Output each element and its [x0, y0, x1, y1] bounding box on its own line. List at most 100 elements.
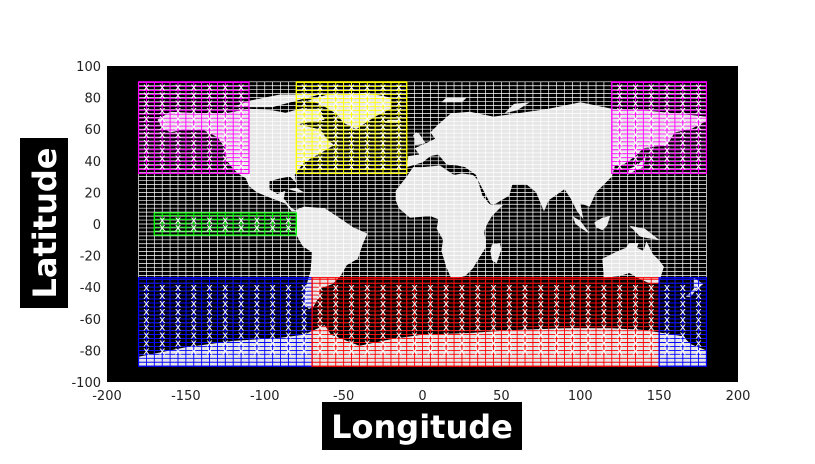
grid-marker: x	[459, 297, 466, 310]
grid-marker: x	[206, 221, 213, 234]
grid-marker: x	[459, 321, 466, 334]
grid-marker: x	[301, 329, 308, 342]
grid-marker: x	[411, 297, 418, 310]
grid-marker: x	[632, 96, 639, 109]
grid-marker: x	[585, 344, 592, 357]
grid-marker: x	[317, 81, 324, 94]
grid-marker: x	[317, 321, 324, 334]
grid-marker: x	[695, 104, 702, 117]
grid-marker: x	[143, 160, 150, 173]
grid-marker: x	[206, 120, 213, 133]
grid-marker: x	[206, 321, 213, 334]
grid-marker: x	[364, 337, 371, 350]
grid-marker: x	[538, 289, 545, 302]
grid-marker: x	[585, 297, 592, 310]
grid-marker: x	[553, 337, 560, 350]
grid-marker: x	[332, 128, 339, 141]
grid-marker: x	[222, 104, 229, 117]
grid-marker: x	[317, 344, 324, 357]
grid-marker: x	[238, 321, 245, 334]
grid-marker: x	[206, 81, 213, 94]
grid-marker: x	[143, 289, 150, 302]
grid-marker: x	[159, 128, 166, 141]
grid-marker: x	[191, 136, 198, 149]
grid-marker: x	[238, 289, 245, 302]
region-border	[295, 81, 408, 175]
grid-marker: x	[238, 81, 245, 94]
grid-marker: x	[317, 289, 324, 302]
grid-marker: x	[206, 297, 213, 310]
grid-marker: x	[301, 128, 308, 141]
grid-marker: x	[254, 344, 261, 357]
grid-marker: x	[238, 128, 245, 141]
grid-marker: x	[191, 152, 198, 165]
grid-marker: x	[664, 313, 671, 326]
region-north-pacific-west: xxxxxxxxxxxxxxxxxxxxxxxxxxxxxxxxxxxxxxxx…	[137, 81, 250, 175]
y-tick-label: -20	[80, 250, 101, 265]
grid-marker: x	[238, 144, 245, 157]
grid-marker: x	[364, 112, 371, 125]
land-madagascar	[490, 243, 502, 264]
grid-marker: x	[238, 104, 245, 117]
grid-marker: x	[380, 281, 387, 294]
grid-marker: x	[206, 213, 213, 226]
grid-marker: x	[332, 104, 339, 117]
grid-marker: x	[680, 160, 687, 173]
grid-marker: x	[553, 297, 560, 310]
grid-marker: x	[254, 281, 261, 294]
grid-marker: x	[648, 337, 655, 350]
grid-marker: x	[222, 297, 229, 310]
grid-marker: x	[301, 289, 308, 302]
x-tick-label: 100	[568, 389, 593, 404]
grid-marker: x	[191, 297, 198, 310]
grid-marker: x	[459, 305, 466, 318]
x-tick-label: -100	[250, 389, 280, 404]
grid-marker: x	[695, 152, 702, 165]
grid-marker: x	[648, 136, 655, 149]
grid-marker: x	[143, 88, 150, 101]
grid-marker: x	[238, 313, 245, 326]
grid-marker: x	[569, 297, 576, 310]
grid-marker: x	[143, 144, 150, 157]
grid-marker: x	[648, 88, 655, 101]
grid-marker: x	[175, 112, 182, 125]
grid-marker: x	[632, 104, 639, 117]
grid-marker: x	[616, 297, 623, 310]
grid-marker: x	[285, 213, 292, 226]
x-tick-label: 50	[493, 389, 510, 404]
grid-marker: x	[411, 305, 418, 318]
grid-marker: x	[348, 160, 355, 173]
grid-marker: x	[427, 329, 434, 342]
grid-marker: x	[695, 289, 702, 302]
grid-marker: x	[191, 221, 198, 234]
grid-marker: x	[396, 144, 403, 157]
grid-marker: x	[648, 128, 655, 141]
grid-marker: x	[474, 321, 481, 334]
grid-marker: x	[538, 337, 545, 350]
grid-marker: x	[238, 221, 245, 234]
grid-marker: x	[159, 221, 166, 234]
grid-marker: x	[206, 128, 213, 141]
land-north-america	[157, 108, 335, 212]
grid-marker: x	[159, 289, 166, 302]
grid-marker: x	[175, 313, 182, 326]
grid-marker: x	[632, 144, 639, 157]
grid-marker: x	[175, 128, 182, 141]
grid-marker: x	[396, 104, 403, 117]
grid-marker: x	[254, 213, 261, 226]
grid-marker: x	[411, 321, 418, 334]
region-grids: xxxxxxxxxxxxxxxxxxxxxxxxxxxxxxxxxxxxxxxx…	[137, 81, 708, 367]
grid-marker: x	[206, 329, 213, 342]
grid-marker: x	[254, 337, 261, 350]
grid-marker: x	[222, 136, 229, 149]
grid-marker: x	[396, 112, 403, 125]
grid-marker: x	[474, 329, 481, 342]
grid-marker: x	[396, 337, 403, 350]
grid-marker: x	[459, 329, 466, 342]
grid-marker: x	[648, 305, 655, 318]
grid-marker: x	[664, 344, 671, 357]
grid-marker: x	[332, 321, 339, 334]
grid-marker: x	[664, 281, 671, 294]
grid-marker: x	[317, 136, 324, 149]
grid-marker: x	[490, 329, 497, 342]
